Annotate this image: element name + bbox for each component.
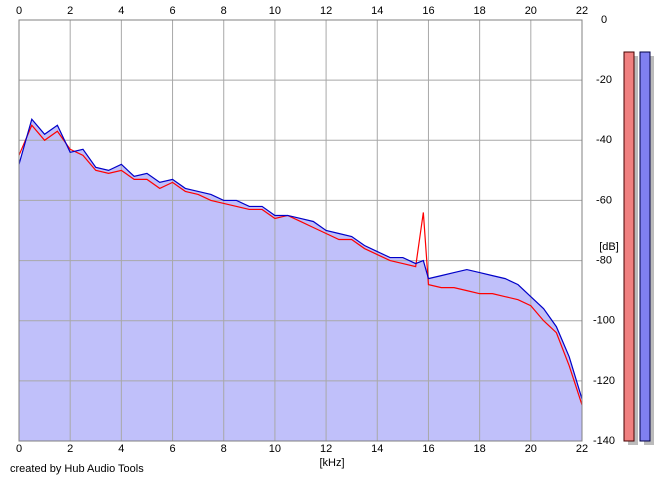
x-tick-label: 10 <box>269 5 281 17</box>
footer: created by Hub Audio Tools <box>10 463 144 475</box>
y-tick-label: -20 <box>596 74 612 86</box>
x-tick-label: 12 <box>320 443 332 455</box>
x-tick-label: 14 <box>371 443 383 455</box>
x-tick-label: 8 <box>221 5 227 17</box>
x-tick-label: 20 <box>525 5 537 17</box>
x-tick-label: 4 <box>118 443 124 455</box>
x-tick-label: 6 <box>169 5 175 17</box>
y-tick-label: -40 <box>596 134 612 146</box>
x-tick-label: 0 <box>16 443 22 455</box>
y-tick-label: -80 <box>596 254 612 266</box>
y-axis-label: [dB] <box>599 241 619 253</box>
x-tick-label: 0 <box>16 5 22 17</box>
y-tick-label: 0 <box>601 14 607 26</box>
x-tick-label: 22 <box>576 443 588 455</box>
x-tick-label: 20 <box>525 443 537 455</box>
x-tick-label: 2 <box>67 5 73 17</box>
x-tick-label: 10 <box>269 443 281 455</box>
x-tick-label: 18 <box>474 443 486 455</box>
x-tick-label: 22 <box>576 5 588 17</box>
level-meter-left <box>623 51 635 442</box>
x-tick-label: 4 <box>118 5 124 17</box>
spectrum-line <box>18 124 583 406</box>
x-axis-label: [kHz] <box>319 457 344 469</box>
x-tick-label: 16 <box>422 443 434 455</box>
x-tick-label: 8 <box>221 443 227 455</box>
plot-border <box>18 19 583 442</box>
level-meter-right <box>639 51 651 442</box>
x-tick-label: 2 <box>67 443 73 455</box>
x-tick-label: 14 <box>371 5 383 17</box>
y-tick-label: -140 <box>593 435 615 447</box>
y-tick-label: -120 <box>593 375 615 387</box>
x-tick-label: 18 <box>474 5 486 17</box>
x-tick-label: 6 <box>169 443 175 455</box>
y-tick-label: -60 <box>596 194 612 206</box>
spectrum-line <box>18 117 583 400</box>
x-tick-label: 12 <box>320 5 332 17</box>
x-tick-label: 16 <box>422 5 434 17</box>
y-tick-label: -100 <box>593 315 615 327</box>
spectrum-area <box>19 119 582 441</box>
